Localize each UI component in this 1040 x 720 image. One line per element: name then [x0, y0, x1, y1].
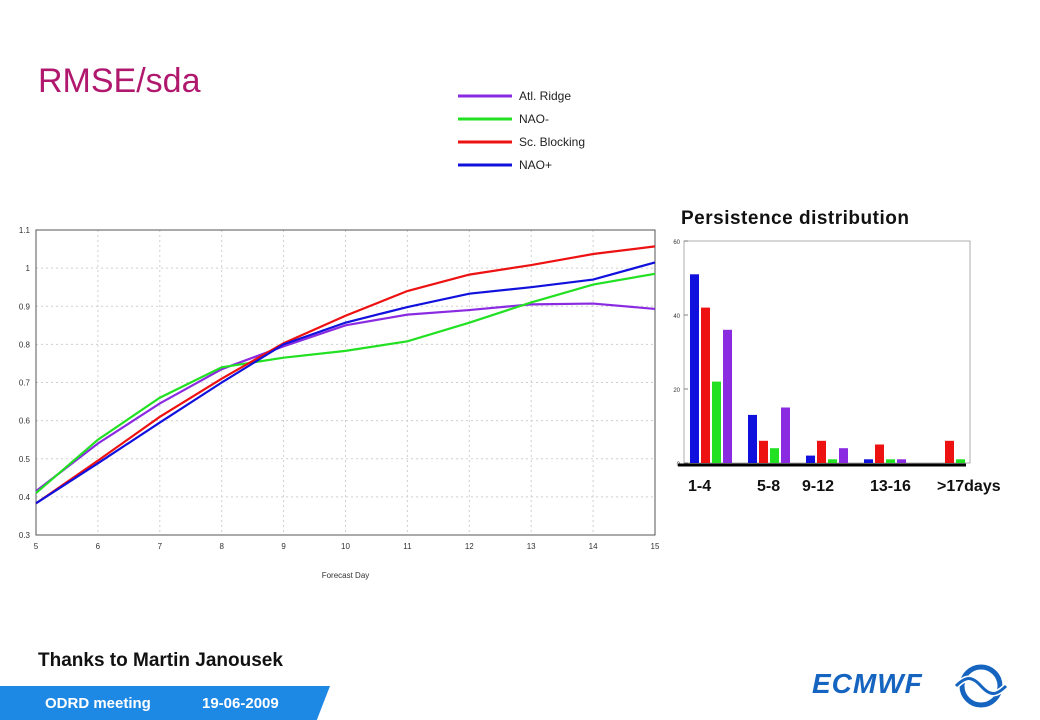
- bar-4-2: [875, 444, 884, 463]
- bar-category-4: 13-16: [870, 478, 911, 495]
- bar-category-5: >17days: [937, 478, 1001, 495]
- persistence-bar-chart: 0204060: [673, 240, 971, 468]
- footer-meeting: ODRD meeting: [45, 695, 151, 712]
- y-tick-label: 1: [26, 264, 31, 273]
- footer-date: 19-06-2009: [202, 695, 279, 712]
- bar-2-1: [748, 414, 757, 463]
- brand-name: ECMWF: [812, 668, 923, 699]
- y-tick-label: 0.4: [19, 493, 31, 502]
- bar-4-1: [864, 459, 873, 463]
- y-tick-label: 0.6: [19, 417, 31, 426]
- x-tick-label: 5: [34, 542, 39, 551]
- bar-category-1: 1-4: [688, 478, 712, 495]
- ecmwf-logo-icon: [953, 664, 1009, 708]
- y-tick-label: 0.9: [19, 302, 31, 311]
- bar-category-3: 9-12: [802, 478, 835, 495]
- x-tick-label: 8: [219, 542, 224, 551]
- bar-4-3: [886, 459, 895, 463]
- line-chart-legend: Atl. Ridge NAO- Sc. Blocking NAO+: [458, 89, 585, 172]
- y-tick-label: 0.8: [19, 340, 31, 349]
- x-axis-label: Forecast Day: [322, 571, 370, 580]
- series-line-nao: [35, 261, 656, 505]
- y-tick-label: 0.7: [19, 379, 31, 388]
- bar-1-2: [701, 307, 710, 463]
- x-tick-label: 12: [465, 542, 474, 551]
- bar-4-4: [897, 459, 906, 463]
- bar-category-2: 5-8: [757, 478, 781, 495]
- bar-y-tick-label: 60: [673, 240, 680, 246]
- bar-2-2: [759, 440, 768, 463]
- bar-1-1: [690, 274, 699, 463]
- slide-title: RMSE/sda: [38, 62, 201, 100]
- plot-frame: [35, 229, 656, 536]
- bar-3-1: [806, 455, 815, 463]
- series-line-nao: [35, 272, 656, 494]
- x-tick-label: 6: [96, 542, 101, 551]
- bar-5-3: [956, 459, 965, 463]
- x-tick-label: 7: [158, 542, 163, 551]
- bar-3-4: [839, 448, 848, 463]
- bar-y-tick-label: 40: [673, 314, 680, 320]
- persistence-title: Persistence distribution: [681, 208, 910, 229]
- x-tick-label: 14: [589, 542, 598, 551]
- bar-plot-frame: [683, 240, 971, 464]
- y-tick-label: 0.3: [19, 531, 31, 540]
- legend-label: NAO-: [519, 112, 549, 126]
- legend-label: NAO+: [519, 158, 552, 172]
- x-tick-label: 13: [527, 542, 536, 551]
- bar-1-3: [712, 381, 721, 463]
- legend-label: Sc. Blocking: [519, 135, 585, 149]
- x-tick-label: 15: [651, 542, 660, 551]
- x-tick-label: 10: [341, 542, 350, 551]
- bar-2-3: [770, 448, 779, 463]
- x-tick-label: 9: [281, 542, 286, 551]
- legend-label: Atl. Ridge: [519, 89, 571, 103]
- bar-1-4: [723, 329, 732, 463]
- acknowledgement: Thanks to Martin Janousek: [38, 650, 283, 671]
- series-line-sc-blocking: [35, 245, 656, 505]
- bar-2-4: [781, 407, 790, 463]
- bar-5-2: [945, 440, 954, 463]
- y-tick-label: 0.5: [19, 455, 31, 464]
- y-tick-label: 1.1: [19, 226, 31, 235]
- footer-bar: [0, 686, 330, 720]
- rmse-line-chart: 0.3 0.4 0.5 0.6 0.7 0.8 0.9 1 1.1 5 6 7 8 9 10 11 12 13 14…: [19, 226, 660, 580]
- series-line-atl-ridge: [35, 302, 656, 493]
- bar-3-3: [828, 459, 837, 463]
- bar-3-2: [817, 440, 826, 463]
- x-tick-label: 11: [403, 542, 412, 551]
- bar-y-tick-label: 20: [673, 388, 680, 394]
